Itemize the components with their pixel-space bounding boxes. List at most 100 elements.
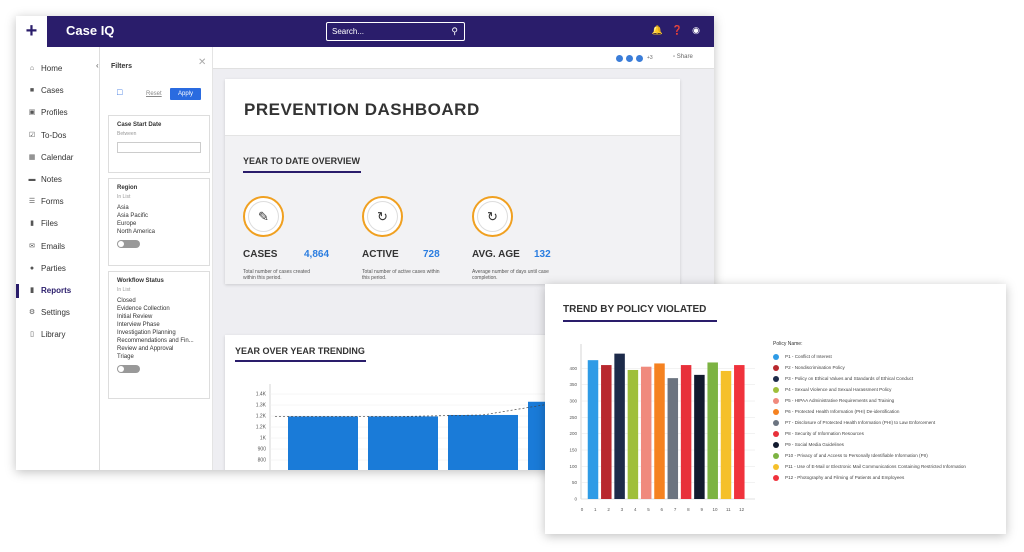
legend-label: P3 - Policy on Ethical Values and Standa… xyxy=(785,376,914,381)
x-tick-label: 4 xyxy=(634,507,637,512)
top-bar: + Case IQ Search... ⚲ 🔔 ❓ ◉ xyxy=(16,16,714,47)
workflow-option[interactable]: Evidence Collection xyxy=(117,306,170,312)
bar xyxy=(627,369,639,499)
avatar-group[interactable]: +3 xyxy=(615,54,653,63)
sidebar-item-settings[interactable]: ⚙ Settings xyxy=(16,302,99,324)
y-tick-label: 150 xyxy=(569,448,577,453)
workflow-option[interactable]: Interview Phase xyxy=(117,322,160,328)
filter-workflow-status: Workflow Status In List Closed Evidence … xyxy=(108,271,210,399)
bar xyxy=(601,365,612,499)
workflow-option[interactable]: Triage xyxy=(117,354,134,360)
bell-icon[interactable]: 🔔 xyxy=(651,25,663,35)
workflow-toggle[interactable] xyxy=(117,365,140,373)
reset-button[interactable]: Reset xyxy=(146,91,162,97)
legend-label: P1 - Conflict of Interest xyxy=(785,354,832,359)
sidebar-item-label: Calendar xyxy=(41,152,74,162)
stat-description: Total number of cases created within thi… xyxy=(243,269,310,281)
legend-swatch xyxy=(773,474,779,481)
sidebar-item-cases[interactable]: ■ Cases xyxy=(16,80,99,102)
bar xyxy=(640,366,652,499)
legend-swatch xyxy=(773,419,779,426)
sidebar-item-files[interactable]: ▮ Files xyxy=(16,213,99,235)
cycle-icon: ↻ xyxy=(478,202,507,231)
y-tick-label: 1.3K xyxy=(256,403,267,409)
bar xyxy=(694,374,705,499)
share-label: Share xyxy=(676,54,693,60)
stat-description: Average number of days until case comple… xyxy=(472,269,549,281)
legend-item: P4 - Sexual Violence and Sexual Harassme… xyxy=(773,384,966,395)
x-tick-label: 0 xyxy=(581,507,584,512)
legend-item: P6 - Protected Health Information (PHI) … xyxy=(773,406,966,417)
legend-label: P9 - Social Media Guidelines xyxy=(785,442,844,447)
main-content: +3 ▫ Share PREVENTION DASHBOARD YEAR TO … xyxy=(213,47,714,470)
y-tick-label: 200 xyxy=(569,431,577,436)
sidebar-item-emails[interactable]: ✉ Emails xyxy=(16,236,99,258)
region-option[interactable]: Europe xyxy=(117,221,137,227)
sidebar-item-calendar[interactable]: ▦ Calendar xyxy=(16,147,99,169)
sidebar-item-label: Library xyxy=(41,330,66,340)
filter-operator: In List xyxy=(117,287,131,293)
apply-button[interactable]: Apply xyxy=(170,88,201,100)
bar xyxy=(734,365,745,499)
sidebar-item-todos[interactable]: ☑ To-Dos xyxy=(16,125,99,147)
date-input[interactable] xyxy=(117,142,201,153)
sidebar-item-reports[interactable]: ▮ Reports xyxy=(16,280,99,302)
sidebar-item-forms[interactable]: ☰ Forms xyxy=(16,191,99,213)
legend-title: Policy Name: xyxy=(773,341,803,347)
workflow-option[interactable]: Investigation Planning xyxy=(117,330,176,336)
close-icon[interactable]: ✕ xyxy=(198,57,207,68)
legend-label: P4 - Sexual Violence and Sexual Harassme… xyxy=(785,387,892,392)
filter-title: Case Start Date xyxy=(117,122,162,128)
filter-operator: Between xyxy=(117,131,137,137)
region-option[interactable]: Asia Pacific xyxy=(117,213,149,219)
chart-title-underline xyxy=(563,320,717,322)
x-tick-label: 7 xyxy=(674,507,677,512)
region-option[interactable]: Asia xyxy=(117,205,129,211)
sidebar-item-label: Parties xyxy=(41,263,66,273)
plus-icon[interactable]: + xyxy=(16,16,47,47)
bar xyxy=(448,414,518,470)
workflow-option[interactable]: Recommendations and Fin... xyxy=(117,338,194,344)
bookmark-icon[interactable]: □ xyxy=(117,87,123,97)
pencil-icon: ✎ xyxy=(249,202,278,231)
filters-panel: Filters ✕ □ Reset Apply Case Start Date … xyxy=(100,47,213,470)
sidebar-item-home[interactable]: ⌂ Home xyxy=(16,58,99,80)
legend-item: P7 - Disclosure of Protected Health Info… xyxy=(773,417,966,428)
share-button[interactable]: ▫ Share xyxy=(673,54,693,60)
section-title: YEAR TO DATE OVERVIEW xyxy=(243,156,361,166)
trend-line xyxy=(275,401,564,417)
home-icon: ⌂ xyxy=(29,65,35,73)
checkbox-icon: ☑ xyxy=(28,131,36,139)
user-icon[interactable]: ◉ xyxy=(692,25,700,35)
workflow-option[interactable]: Initial Review xyxy=(117,314,153,320)
overview-card: PREVENTION DASHBOARD YEAR TO DATE OVERVI… xyxy=(225,79,680,284)
workflow-option[interactable]: Closed xyxy=(117,298,136,304)
search-placeholder: Search... xyxy=(332,27,365,36)
bar xyxy=(720,370,732,499)
stat-circle: ↻ xyxy=(362,196,403,237)
y-tick-label: 800 xyxy=(258,458,267,464)
sidebar-item-profiles[interactable]: ▣ Profiles xyxy=(16,102,99,124)
region-toggle[interactable] xyxy=(117,240,140,248)
sidebar-item-notes[interactable]: ▬ Notes xyxy=(16,169,99,191)
search-icon[interactable]: ⚲ xyxy=(451,26,458,36)
sidebar-item-library[interactable]: ▯ Library xyxy=(16,324,99,346)
book-icon: ▯ xyxy=(30,331,34,339)
sidebar-item-label: Settings xyxy=(41,308,70,318)
legend-label: P10 - Privacy of and Access to Personall… xyxy=(785,453,928,458)
legend-label: P6 - Protected Health Information (PHI) … xyxy=(785,409,900,414)
sidebar-item-parties[interactable]: ● Parties xyxy=(16,258,99,280)
sidebar-item-label: Home xyxy=(41,64,63,74)
workflow-option[interactable]: Review and Approval xyxy=(117,346,174,352)
region-option[interactable]: North America xyxy=(117,229,156,235)
chevron-left-icon[interactable]: ‹ xyxy=(96,61,99,70)
x-tick-label: 6 xyxy=(661,507,664,512)
page-title: PREVENTION DASHBOARD xyxy=(244,100,480,119)
legend-swatch xyxy=(773,397,779,404)
sidebar-item-label: Reports xyxy=(41,285,72,295)
help-icon[interactable]: ❓ xyxy=(671,25,684,35)
search-input[interactable]: Search... ⚲ xyxy=(326,22,465,41)
x-tick-label: 12 xyxy=(739,507,745,512)
x-tick-label: 10 xyxy=(712,507,718,512)
